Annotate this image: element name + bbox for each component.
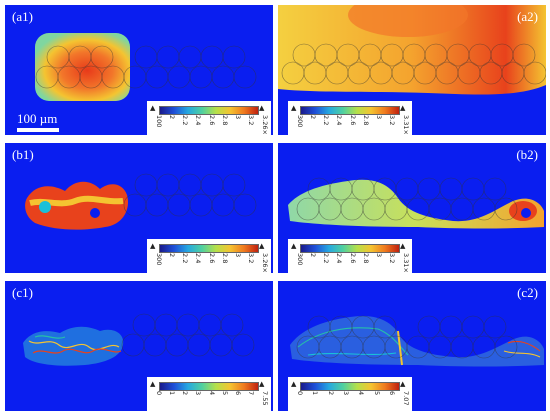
panel-label: (c1) <box>12 285 33 300</box>
colorbar-tick-label: 1 <box>168 391 177 396</box>
colorbar-tick-label: 3.2 <box>247 115 255 126</box>
scale-bar-label: 100 µm <box>17 111 58 126</box>
colorbar-tick-label: 6 <box>233 391 242 396</box>
colorbar-max: 3.31×10³ <box>402 253 410 273</box>
colorbar-tick-label: 300 <box>155 253 163 266</box>
colorbar-tick-label: 2.4 <box>335 253 344 264</box>
colorbar-tick-label: 2 <box>168 253 177 258</box>
colorbar-tick-label: 100 <box>155 115 163 128</box>
colorbar-tick-label: 2.2 <box>181 253 190 264</box>
panel-a1: (a1) 100 µm ▲ ▲ 3.26×10³ 100 2 2.2 2.4 2.6 2.… <box>5 5 273 135</box>
colorbar-tick-label: 3 <box>374 253 383 258</box>
melt-pool-field-b1 <box>25 173 257 230</box>
panel-b1: (b1) ▲ ▲ 3.26×10³ 300 2 2.2 2.4 2.6 2.8 3 3.2 <box>5 143 273 273</box>
colorbar-tick-label: 2.8 <box>361 253 370 264</box>
colorbar-tick-label: 2.2 <box>322 115 331 126</box>
colorbar-gradient <box>300 244 400 253</box>
colorbar-max: 7.55 <box>261 391 269 406</box>
colorbar-tick-label: 2 <box>326 391 335 396</box>
melt-pool-field-c1 <box>23 313 255 366</box>
colorbar-tick-label: 2.8 <box>220 115 229 126</box>
colorbar-tick-label: 3 <box>233 115 242 120</box>
colorbar-max: 3.31×10³ <box>402 115 410 135</box>
panel-label: (b1) <box>12 147 34 162</box>
colorbar-tick-label: 300 <box>296 253 304 266</box>
colorbar-tick-label: 3 <box>233 253 242 258</box>
colorbar-max: 7.07 <box>402 391 410 406</box>
colorbar-tick-label: 2.6 <box>207 115 216 126</box>
colorbar-tick-label: 2 <box>309 115 318 120</box>
scale-bar: 100 µm <box>17 111 59 132</box>
colorbar-b2: ▲ ▲ 3.31×10³ 300 2 2.2 2.4 2.6 2.8 3 3.2 <box>288 239 412 273</box>
melt-pool-field-a2 <box>278 5 546 95</box>
panel-b2: (b2) ▲ ▲ 3.31×10³ 300 2 2.2 2.4 2.6 2.8 3 3.2 <box>278 143 546 273</box>
colorbar-tick-label: 0 <box>155 391 163 396</box>
melt-pool-field-c2 <box>290 315 544 367</box>
colorbar-tick-label: 2.4 <box>194 253 203 264</box>
colorbar-tick-label: 2.8 <box>361 115 370 126</box>
colorbar-gradient <box>159 382 259 391</box>
colorbar-max: 3.26×10³ <box>261 253 269 273</box>
melt-pool-field-a1 <box>35 33 257 101</box>
colorbar-tick-label: 2 <box>309 253 318 258</box>
panel-label: (a1) <box>12 9 33 24</box>
colorbar-tick-label: 2.6 <box>207 253 216 264</box>
colorbar-tick-label: 3.2 <box>388 115 396 126</box>
panel-a2: (a2) ▲ ▲ 3.31×10³ 300 2 2.2 2.4 2.6 2.8 3 3.2 <box>278 5 546 135</box>
colorbar-tick-label: 3.2 <box>247 253 255 264</box>
panel-label: (a2) <box>517 9 538 24</box>
colorbar-tick-label: 5 <box>220 391 229 396</box>
scale-bar-line <box>17 128 59 132</box>
colorbar-tick-label: 6 <box>388 391 396 396</box>
colorbar-tick-label: 3 <box>342 391 350 396</box>
colorbar-tick-label: 2 <box>168 115 177 120</box>
colorbar-tick-label: 2.6 <box>348 253 357 264</box>
panel-label: (c2) <box>517 285 538 300</box>
colorbar-tick-label: 3 <box>374 115 383 120</box>
colorbar-gradient <box>159 106 259 115</box>
colorbar-tick-label: 4 <box>357 391 366 396</box>
colorbar-tick-label: 4 <box>207 391 216 396</box>
colorbar-tick-label: 7 <box>247 391 255 396</box>
colorbar-tick-label: 0 <box>296 391 304 396</box>
colorbar-tick-label: 2 <box>181 391 190 396</box>
colorbar-tick-label: 3 <box>194 391 203 396</box>
colorbar-tick-label: 2.8 <box>220 253 229 264</box>
colorbar-gradient <box>159 244 259 253</box>
colorbar-max: 3.26×10³ <box>261 115 269 135</box>
colorbar-gradient <box>300 106 400 115</box>
colorbar-a1: ▲ ▲ 3.26×10³ 100 2 2.2 2.4 2.6 2.8 3 3.2 <box>147 101 271 135</box>
colorbar-tick-label: 3.2 <box>388 253 396 264</box>
colorbar-tick-label: 300 <box>296 115 304 128</box>
colorbar-gradient <box>300 382 400 391</box>
colorbar-tick-label: 2.2 <box>322 253 331 264</box>
colorbar-b1: ▲ ▲ 3.26×10³ 300 2 2.2 2.4 2.6 2.8 3 3.2 <box>147 239 271 273</box>
colorbar-tick-label: 1 <box>311 391 320 396</box>
colorbar-a2: ▲ ▲ 3.31×10³ 300 2 2.2 2.4 2.6 2.8 3 3.2 <box>288 101 412 135</box>
colorbar-tick-label: 2.6 <box>348 115 357 126</box>
panel-label: (b2) <box>516 147 538 162</box>
colorbar-tick-label: 5 <box>372 391 381 396</box>
colorbar-tick-label: 2.2 <box>181 115 190 126</box>
colorbar-tick-label: 2.4 <box>335 115 344 126</box>
colorbar-tick-label: 2.4 <box>194 115 203 126</box>
melt-pool-field-b2 <box>288 177 544 229</box>
